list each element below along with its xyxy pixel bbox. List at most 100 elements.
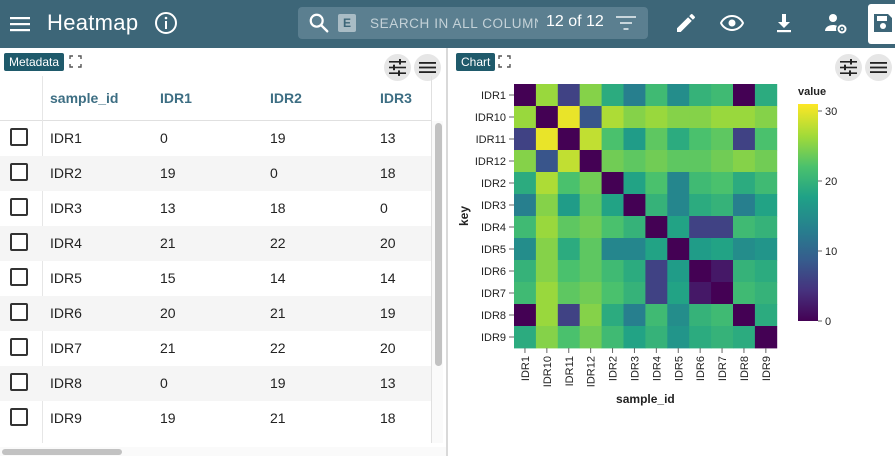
heatmap-cell[interactable]: [711, 84, 734, 107]
expand-icon[interactable]: [69, 55, 82, 68]
row-checkbox[interactable]: [10, 408, 28, 426]
pencil-icon[interactable]: [674, 11, 698, 35]
chart-adjust-button[interactable]: [835, 54, 862, 81]
heatmap-cell[interactable]: [579, 304, 602, 327]
heatmap-cell[interactable]: [579, 194, 602, 217]
heatmap-cell[interactable]: [623, 194, 646, 217]
heatmap-cell[interactable]: [667, 260, 690, 283]
heatmap-cell[interactable]: [535, 172, 559, 195]
heatmap-cell[interactable]: [514, 106, 537, 129]
heatmap-cell[interactable]: [667, 216, 690, 239]
column-header-idr3[interactable]: IDR3: [380, 90, 412, 106]
heatmap-cell[interactable]: [645, 304, 668, 327]
heatmap-cell[interactable]: [689, 260, 712, 283]
heatmap-cell[interactable]: [689, 128, 712, 151]
heatmap-cell[interactable]: [667, 106, 690, 129]
heatmap-cell[interactable]: [601, 150, 624, 173]
column-header-sample-id[interactable]: sample_id: [50, 90, 119, 106]
heatmap-cell[interactable]: [535, 260, 559, 283]
table-row[interactable]: IDR3 13 18 0: [0, 191, 431, 226]
heatmap-cell[interactable]: [579, 150, 602, 173]
heatmap-cell[interactable]: [557, 128, 581, 151]
metadata-adjust-button[interactable]: [384, 54, 411, 81]
heatmap-cell[interactable]: [535, 282, 559, 305]
heatmap-cell[interactable]: [514, 150, 537, 173]
table-row[interactable]: IDR6 20 21 19: [0, 296, 431, 331]
heatmap-cell[interactable]: [579, 238, 602, 261]
heatmap-cell[interactable]: [623, 326, 646, 349]
heatmap-cell[interactable]: [623, 216, 646, 239]
heatmap-cell[interactable]: [645, 194, 668, 217]
heatmap-cell[interactable]: [535, 128, 559, 151]
heatmap-cell[interactable]: [711, 106, 734, 129]
save-button[interactable]: [868, 4, 895, 44]
heatmap-cell[interactable]: [667, 326, 690, 349]
heatmap-cell[interactable]: [733, 172, 756, 195]
filter-icon[interactable]: [616, 14, 636, 32]
heatmap-cell[interactable]: [623, 84, 646, 107]
metadata-menu-button[interactable]: [414, 54, 441, 81]
panel-divider[interactable]: [446, 48, 448, 456]
expand-icon[interactable]: [498, 55, 511, 68]
heatmap-cell[interactable]: [579, 282, 602, 305]
heatmap-cell[interactable]: [557, 150, 581, 173]
heatmap-cell[interactable]: [667, 238, 690, 261]
heatmap-cell[interactable]: [645, 238, 668, 261]
heatmap-cell[interactable]: [733, 194, 756, 217]
heatmap-cell[interactable]: [579, 84, 602, 107]
heatmap-cell[interactable]: [733, 282, 756, 305]
heatmap-cell[interactable]: [754, 84, 778, 107]
heatmap-cell[interactable]: [557, 260, 581, 283]
heatmap-cell[interactable]: [689, 194, 712, 217]
heatmap-cell[interactable]: [645, 128, 668, 151]
heatmap-cell[interactable]: [689, 106, 712, 129]
heatmap-cell[interactable]: [645, 84, 668, 107]
column-header-idr2[interactable]: IDR2: [270, 90, 302, 106]
heatmap-cell[interactable]: [557, 194, 581, 217]
heatmap-cell[interactable]: [689, 326, 712, 349]
table-vertical-scrollbar-thumb[interactable]: [435, 123, 442, 366]
heatmap-cell[interactable]: [645, 150, 668, 173]
heatmap-cell[interactable]: [667, 172, 690, 195]
heatmap-cell[interactable]: [601, 238, 624, 261]
heatmap-cell[interactable]: [514, 304, 537, 327]
heatmap-cell[interactable]: [754, 282, 778, 305]
heatmap-cell[interactable]: [514, 128, 537, 151]
heatmap-cell[interactable]: [754, 106, 778, 129]
heatmap-cell[interactable]: [535, 216, 559, 239]
search-input[interactable]: [370, 13, 538, 33]
row-checkbox[interactable]: [10, 128, 28, 146]
heatmap-cell[interactable]: [711, 238, 734, 261]
heatmap-cell[interactable]: [514, 194, 537, 217]
heatmap-cell[interactable]: [557, 84, 581, 107]
table-row[interactable]: IDR1 0 19 13: [0, 121, 431, 156]
heatmap-cell[interactable]: [601, 304, 624, 327]
heatmap-cell[interactable]: [711, 194, 734, 217]
heatmap-cell[interactable]: [557, 106, 581, 129]
row-checkbox[interactable]: [10, 268, 28, 286]
heatmap-cell[interactable]: [514, 260, 537, 283]
heatmap-cell[interactable]: [645, 326, 668, 349]
heatmap-cell[interactable]: [514, 282, 537, 305]
save-icon[interactable]: [871, 11, 895, 35]
chart-menu-button[interactable]: [865, 54, 892, 81]
heatmap-cell[interactable]: [689, 304, 712, 327]
heatmap-cell[interactable]: [623, 238, 646, 261]
heatmap-cell[interactable]: [601, 216, 624, 239]
search-icon[interactable]: [308, 12, 330, 34]
heatmap-cell[interactable]: [667, 194, 690, 217]
heatmap-cell[interactable]: [667, 128, 690, 151]
heatmap-cell[interactable]: [754, 304, 778, 327]
table-row[interactable]: IDR4 21 22 20: [0, 226, 431, 261]
heatmap-cell[interactable]: [535, 150, 559, 173]
heatmap-cell[interactable]: [667, 84, 690, 107]
heatmap-cell[interactable]: [514, 216, 537, 239]
heatmap-cell[interactable]: [557, 216, 581, 239]
table-row[interactable]: IDR5 15 14 14: [0, 261, 431, 296]
heatmap-cell[interactable]: [557, 304, 581, 327]
table-row[interactable]: IDR7 21 22 20: [0, 331, 431, 366]
heatmap-cell[interactable]: [535, 238, 559, 261]
heatmap-cell[interactable]: [754, 150, 778, 173]
heatmap-cell[interactable]: [535, 106, 559, 129]
heatmap-cell[interactable]: [689, 172, 712, 195]
